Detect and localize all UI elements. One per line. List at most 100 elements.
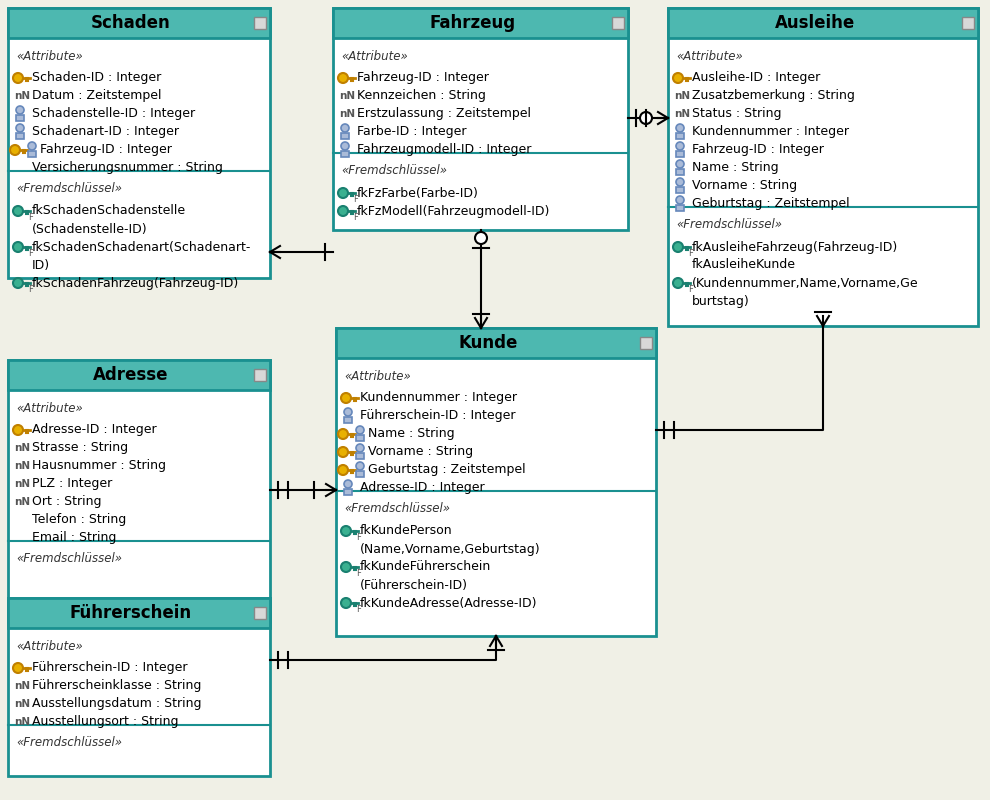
Bar [356, 471, 364, 477]
Text: Name : String: Name : String [692, 162, 778, 174]
Text: ID): ID) [32, 258, 50, 271]
Bar [344, 417, 352, 423]
Text: F: F [688, 249, 693, 258]
Circle shape [13, 206, 23, 216]
Text: «Attribute»: «Attribute» [344, 370, 411, 382]
Text: nN: nN [674, 109, 690, 119]
Text: Fahrzeug-ID : Integer: Fahrzeug-ID : Integer [357, 71, 489, 85]
Circle shape [356, 462, 364, 470]
Circle shape [676, 196, 684, 204]
Text: Hausnummer : String: Hausnummer : String [32, 459, 166, 473]
Bar [676, 169, 684, 175]
Text: F: F [28, 249, 33, 258]
Text: Adresse: Adresse [93, 366, 168, 384]
Bar [8, 360, 270, 390]
Bar [254, 369, 266, 381]
Text: fkFzModell(Fahrzeugmodell-ID): fkFzModell(Fahrzeugmodell-ID) [357, 205, 550, 218]
Bar [676, 187, 684, 193]
Text: «Fremdschlüssel»: «Fremdschlüssel» [344, 502, 450, 515]
Text: Schaden-ID : Integer: Schaden-ID : Integer [32, 71, 161, 85]
Text: nN: nN [339, 109, 355, 119]
Text: Führerschein: Führerschein [70, 604, 192, 622]
Text: Ausleihe: Ausleihe [775, 14, 855, 32]
Text: Vorname : String: Vorname : String [368, 446, 473, 458]
Bar [676, 133, 684, 139]
Text: F: F [688, 285, 693, 294]
Text: Farbe-ID : Integer: Farbe-ID : Integer [357, 126, 466, 138]
Circle shape [28, 142, 36, 150]
Text: F: F [28, 285, 33, 294]
Text: Datum : Zeitstempel: Datum : Zeitstempel [32, 90, 161, 102]
Text: fkKundeAdresse(Adresse-ID): fkKundeAdresse(Adresse-ID) [360, 597, 538, 610]
Circle shape [13, 242, 23, 252]
Text: Geburtstag : Zeitstempel: Geburtstag : Zeitstempel [692, 198, 849, 210]
Text: F: F [356, 605, 361, 614]
Text: «Attribute»: «Attribute» [16, 50, 83, 62]
Bar [612, 17, 624, 29]
Bar [8, 8, 270, 38]
Circle shape [338, 447, 348, 457]
Text: burtstag): burtstag) [692, 294, 749, 307]
Bar [341, 151, 349, 157]
Text: fkKundeFührerschein: fkKundeFührerschein [360, 561, 491, 574]
Text: Führerscheinklasse : String: Führerscheinklasse : String [32, 679, 201, 693]
Circle shape [16, 124, 24, 132]
Text: nN: nN [14, 681, 30, 691]
Text: nN: nN [14, 443, 30, 453]
Bar [676, 205, 684, 211]
Text: Vorname : String: Vorname : String [692, 179, 797, 193]
Text: (Name,Vorname,Geburtstag): (Name,Vorname,Geburtstag) [360, 542, 541, 555]
Text: Strasse : String: Strasse : String [32, 442, 128, 454]
Bar [668, 8, 978, 38]
Bar [336, 328, 656, 358]
Circle shape [341, 142, 349, 150]
Text: fkSchadenSchadenart(Schadenart-: fkSchadenSchadenart(Schadenart- [32, 241, 251, 254]
Text: fkKundePerson: fkKundePerson [360, 525, 452, 538]
Text: Führerschein-ID : Integer: Führerschein-ID : Integer [32, 662, 187, 674]
Circle shape [676, 124, 684, 132]
Bar [28, 151, 36, 157]
Text: fkFzFarbe(Farbe-ID): fkFzFarbe(Farbe-ID) [357, 186, 479, 199]
Text: Schaden: Schaden [91, 14, 171, 32]
Bar [333, 8, 628, 230]
Text: «Attribute»: «Attribute» [16, 402, 83, 414]
Circle shape [341, 598, 351, 608]
Text: Fahrzeug-ID : Integer: Fahrzeug-ID : Integer [40, 143, 172, 157]
Text: Führerschein-ID : Integer: Führerschein-ID : Integer [360, 410, 516, 422]
Circle shape [475, 232, 487, 244]
Bar [356, 435, 364, 441]
Circle shape [341, 562, 351, 572]
Text: nN: nN [339, 91, 355, 101]
Circle shape [676, 178, 684, 186]
Bar [668, 8, 978, 326]
Text: nN: nN [14, 461, 30, 471]
Bar [341, 133, 349, 139]
Bar [8, 8, 270, 278]
Circle shape [338, 465, 348, 475]
Bar [356, 453, 364, 459]
Text: Kennzeichen : String: Kennzeichen : String [357, 90, 486, 102]
Text: Telefon : String: Telefon : String [32, 514, 127, 526]
Text: F: F [353, 194, 357, 203]
Bar [16, 133, 24, 139]
Text: «Fremdschlüssel»: «Fremdschlüssel» [16, 553, 122, 566]
Circle shape [13, 425, 23, 435]
Text: fkSchadenFahrzeug(Fahrzeug-ID): fkSchadenFahrzeug(Fahrzeug-ID) [32, 277, 240, 290]
Text: Fahrzeug: Fahrzeug [430, 14, 516, 32]
Circle shape [673, 242, 683, 252]
Bar [8, 360, 270, 622]
Bar [344, 489, 352, 495]
Text: Geburtstag : Zeitstempel: Geburtstag : Zeitstempel [368, 463, 526, 477]
Bar [8, 598, 270, 776]
Text: nN: nN [14, 497, 30, 507]
Circle shape [640, 112, 652, 124]
Text: fkAusleiheFahrzeug(Fahrzeug-ID): fkAusleiheFahrzeug(Fahrzeug-ID) [692, 241, 898, 254]
Circle shape [341, 526, 351, 536]
Circle shape [16, 106, 24, 114]
Text: Ort : String: Ort : String [32, 495, 102, 509]
Bar [333, 8, 628, 38]
Bar [254, 17, 266, 29]
Text: «Attribute»: «Attribute» [16, 639, 83, 653]
Circle shape [673, 278, 683, 288]
Bar [962, 17, 974, 29]
